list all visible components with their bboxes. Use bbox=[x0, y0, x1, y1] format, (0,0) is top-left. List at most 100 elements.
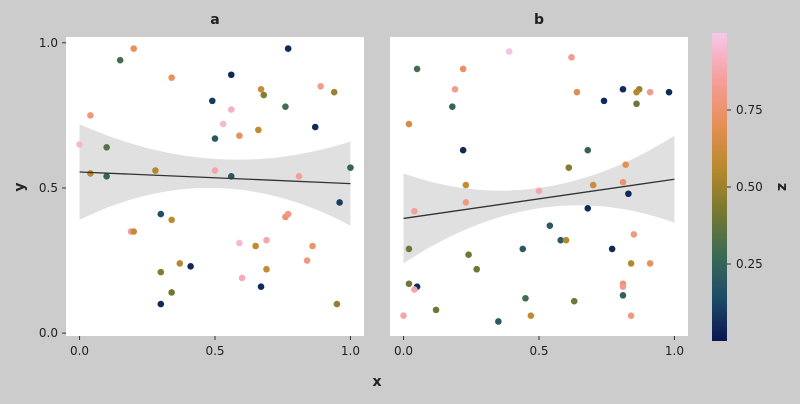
data-point bbox=[238, 274, 246, 282]
data-point bbox=[495, 318, 502, 325]
x-tick-label: 1.0 bbox=[665, 344, 684, 358]
colorbar-label: z bbox=[774, 183, 790, 191]
regression-line bbox=[403, 178, 675, 220]
data-point bbox=[413, 65, 421, 73]
data-point bbox=[157, 300, 165, 308]
data-point bbox=[568, 54, 575, 61]
data-point bbox=[527, 312, 535, 319]
data-point bbox=[260, 91, 268, 99]
data-point bbox=[130, 45, 138, 52]
data-point bbox=[227, 71, 235, 79]
data-point bbox=[465, 251, 472, 259]
panels: a 0.0 0.5 1.0 0.0 0.5 1.0 b 0.0 0.5 1.0 bbox=[39, 12, 688, 358]
data-point bbox=[570, 297, 578, 305]
data-point bbox=[208, 97, 216, 105]
data-point bbox=[116, 56, 124, 64]
data-point bbox=[103, 173, 110, 180]
data-point bbox=[589, 181, 597, 189]
x-tick-label: 0.0 bbox=[394, 344, 413, 358]
data-point bbox=[168, 74, 175, 81]
data-point bbox=[627, 312, 635, 319]
data-point bbox=[336, 199, 343, 206]
data-point bbox=[451, 85, 459, 93]
data-point bbox=[557, 236, 564, 244]
y-tick-label: 1.0 bbox=[39, 36, 58, 50]
regression-line bbox=[79, 171, 351, 185]
data-point bbox=[263, 236, 270, 244]
data-point bbox=[584, 146, 592, 154]
data-point bbox=[400, 312, 407, 319]
data-point bbox=[459, 65, 467, 73]
data-point bbox=[625, 190, 632, 198]
data-point bbox=[330, 88, 338, 96]
data-point bbox=[622, 161, 629, 169]
colorbar-ticks: 0.25 0.50 0.75 bbox=[727, 103, 763, 271]
data-point bbox=[619, 292, 627, 299]
data-point bbox=[449, 103, 456, 110]
data-point bbox=[432, 306, 440, 314]
data-point bbox=[219, 120, 227, 128]
data-point bbox=[255, 126, 262, 134]
data-point bbox=[600, 97, 608, 105]
data-point bbox=[633, 88, 640, 96]
panel-b: b 0.0 0.5 1.0 bbox=[390, 12, 688, 358]
data-point bbox=[295, 173, 303, 180]
colorbar-tick-label: 0.75 bbox=[736, 103, 763, 117]
data-point bbox=[627, 260, 635, 267]
x-tick-label: 0.0 bbox=[70, 344, 89, 358]
panel-title: a bbox=[210, 12, 219, 28]
data-point bbox=[633, 100, 640, 108]
data-point bbox=[411, 286, 418, 293]
colorbar: 0.25 0.50 0.75 z bbox=[712, 33, 790, 341]
data-point bbox=[157, 268, 165, 276]
data-point bbox=[562, 236, 570, 244]
data-point bbox=[236, 132, 243, 139]
data-point bbox=[227, 106, 235, 113]
data-point bbox=[236, 239, 243, 247]
data-point bbox=[284, 210, 292, 218]
data-point bbox=[462, 181, 470, 189]
data-point bbox=[573, 88, 581, 96]
data-point bbox=[535, 187, 543, 195]
data-point bbox=[311, 123, 319, 131]
data-point bbox=[157, 210, 165, 218]
data-point bbox=[546, 222, 554, 229]
data-point bbox=[405, 280, 413, 288]
data-point bbox=[168, 289, 175, 296]
x-tick-label: 1.0 bbox=[341, 344, 360, 358]
data-point bbox=[257, 85, 265, 93]
data-point bbox=[211, 135, 219, 142]
panel-title: b bbox=[534, 12, 544, 28]
data-point bbox=[317, 83, 324, 90]
data-point bbox=[309, 242, 316, 250]
data-point bbox=[187, 263, 194, 270]
data-point bbox=[505, 48, 513, 55]
data-point bbox=[303, 257, 311, 264]
data-point bbox=[405, 120, 413, 128]
data-point bbox=[103, 144, 110, 151]
x-axis-label: x bbox=[372, 374, 381, 390]
data-point bbox=[87, 112, 94, 119]
confidence-band bbox=[79, 124, 351, 226]
data-point bbox=[608, 245, 616, 253]
data-point bbox=[76, 141, 83, 148]
y-tick-label: 0.5 bbox=[39, 181, 58, 195]
data-point bbox=[87, 170, 94, 177]
y-axis-label: y bbox=[12, 182, 28, 191]
data-point bbox=[252, 242, 259, 250]
x-tick-label: 0.5 bbox=[205, 344, 224, 358]
confidence-band bbox=[403, 135, 675, 264]
colorbar-gradient bbox=[712, 33, 727, 341]
data-point bbox=[619, 178, 627, 186]
data-point bbox=[176, 260, 184, 267]
data-point bbox=[584, 204, 592, 212]
colorbar-tick-label: 0.50 bbox=[736, 180, 763, 194]
data-point bbox=[462, 199, 470, 206]
data-point bbox=[130, 228, 138, 235]
data-point bbox=[519, 245, 527, 253]
data-point bbox=[665, 88, 673, 96]
panel-a: a 0.0 0.5 1.0 0.0 0.5 1.0 bbox=[39, 12, 364, 358]
data-point bbox=[168, 216, 175, 224]
